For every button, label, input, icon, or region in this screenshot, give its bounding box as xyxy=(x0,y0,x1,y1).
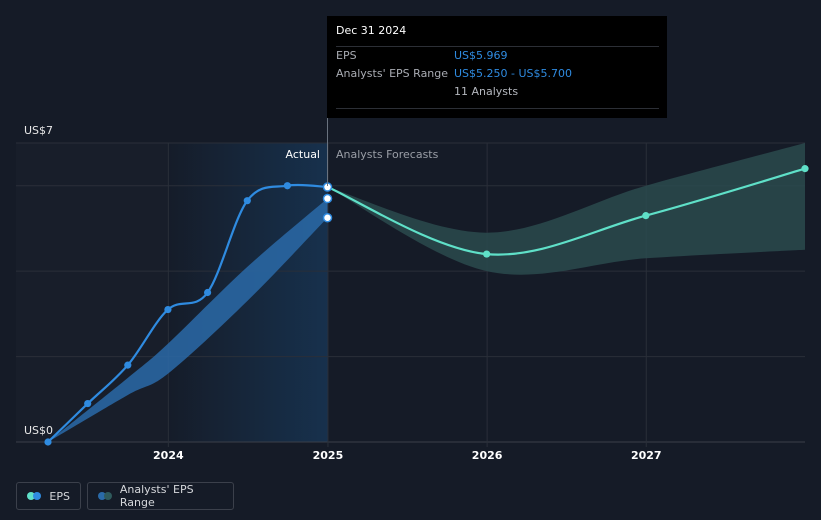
tooltip-date: Dec 31 2024 xyxy=(336,24,407,37)
tooltip-range-row: Analysts' EPS Range US$5.250 - US$5.700 xyxy=(336,65,659,83)
eps-point xyxy=(203,288,212,297)
y-label-bottom: US$0 xyxy=(24,424,53,437)
range-marker-point xyxy=(322,213,333,223)
eps-forecast-point xyxy=(483,250,491,258)
x-tick-label: 2025 xyxy=(313,449,344,462)
legend-range-label: Analysts' EPS Range xyxy=(119,483,194,509)
eps-actual-line xyxy=(47,183,328,443)
eps-point xyxy=(283,182,291,190)
eps-legend-icon xyxy=(27,492,41,500)
historical-range-band xyxy=(48,198,328,442)
eps-point xyxy=(164,305,172,314)
eps-point xyxy=(243,197,251,205)
x-tick-label: 2024 xyxy=(153,449,184,462)
tooltip-analysts-count: 11 Analysts xyxy=(454,85,519,98)
legend-eps-range[interactable]: Analysts' EPS Range xyxy=(87,482,234,510)
legend-eps[interactable]: EPS xyxy=(16,482,81,510)
forecast-range-band xyxy=(327,143,805,275)
tooltip-eps-label: EPS xyxy=(336,49,357,62)
tooltip-analysts-row: 11 Analysts xyxy=(336,83,659,101)
eps-point xyxy=(44,438,52,446)
tooltip-eps-value: US$5.969 xyxy=(454,49,508,62)
x-tick-label: 2027 xyxy=(631,449,662,462)
tooltip-range-value: US$5.250 - US$5.700 xyxy=(454,67,573,80)
tooltip-divider xyxy=(336,108,659,109)
actual-region-label: Actual xyxy=(286,148,320,161)
x-tick-label: 2026 xyxy=(472,449,503,462)
hover-tooltip: Dec 31 2024 EPS US$5.969 Analysts' EPS R… xyxy=(327,16,667,118)
range-marker-point xyxy=(322,193,333,204)
eps-forecast-point xyxy=(801,165,809,173)
range-legend-icon xyxy=(98,492,112,500)
past-region xyxy=(16,143,168,442)
y-label-top: US$7 xyxy=(24,124,53,137)
tooltip-eps-row: EPS US$5.969 xyxy=(336,46,659,65)
eps-forecast-line xyxy=(327,167,806,256)
tooltip-range-label: Analysts' EPS Range xyxy=(336,67,449,80)
forecast-region-label: Analysts Forecasts xyxy=(336,148,439,161)
eps-point xyxy=(84,399,92,408)
eps-forecast-point xyxy=(642,212,650,220)
legend-eps-label: EPS xyxy=(49,489,70,503)
gridlines xyxy=(16,142,805,447)
eps-point xyxy=(124,361,132,369)
